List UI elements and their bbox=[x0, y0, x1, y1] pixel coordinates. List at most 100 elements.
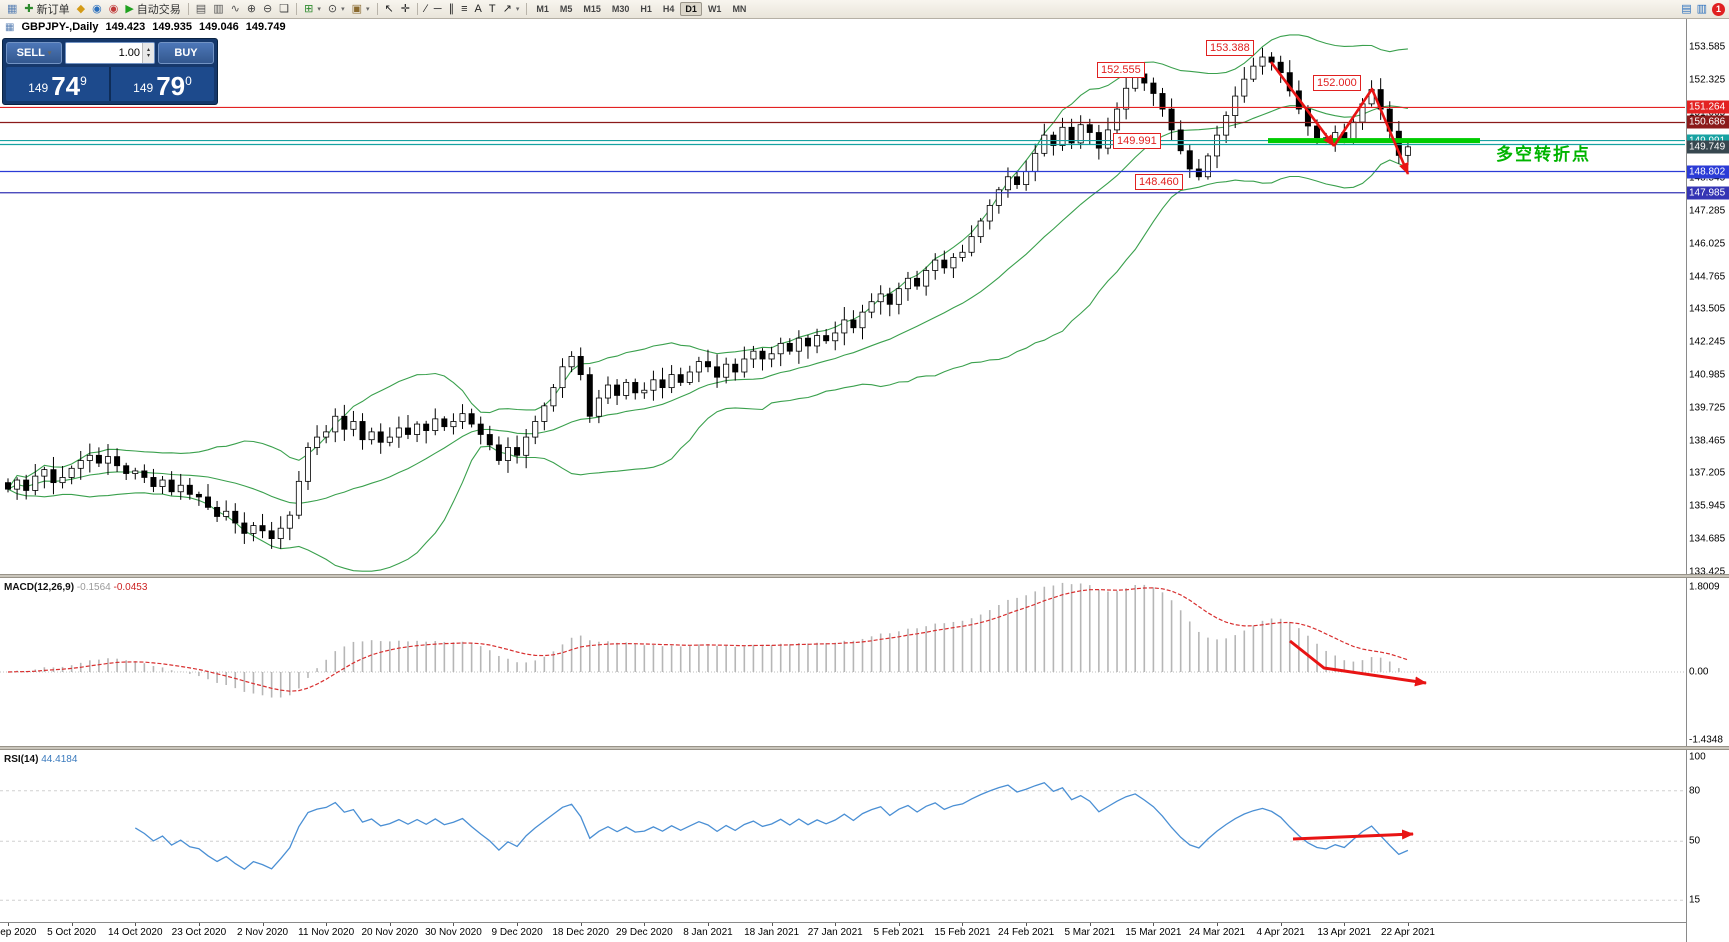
arrows-icon[interactable]: ↗ ▾ bbox=[500, 1, 523, 17]
label-icon: T bbox=[488, 2, 496, 15]
marketwatch-icon[interactable]: ◉ bbox=[89, 1, 105, 17]
rsi-tick: 15 bbox=[1689, 894, 1701, 906]
strategy-tester-icon[interactable]: ▥ bbox=[1696, 2, 1707, 15]
stepper-down-icon[interactable]: ▾ bbox=[146, 53, 150, 59]
price-annotation: 149.991 bbox=[1113, 133, 1161, 149]
timeframe-h1[interactable]: H1 bbox=[640, 4, 652, 14]
volume-stepper[interactable]: ▴ ▾ bbox=[142, 43, 154, 63]
new-order-button: ✚ bbox=[24, 2, 34, 15]
buy-price[interactable]: 149 79 0 bbox=[111, 67, 214, 101]
chevron-down-icon: ▾ bbox=[317, 6, 321, 13]
price-divider bbox=[109, 67, 111, 101]
timeframe-m15[interactable]: M15 bbox=[583, 4, 601, 14]
crosshair-icon[interactable]: ✛ bbox=[398, 1, 413, 17]
date-label: 23 Oct 2020 bbox=[171, 927, 227, 938]
timeframe-mn[interactable]: MN bbox=[732, 4, 747, 14]
date-label: 9 Dec 2020 bbox=[491, 927, 543, 938]
buy-price-prefix: 149 bbox=[133, 81, 154, 95]
date-label: 30 Nov 2020 bbox=[425, 927, 482, 938]
pane-separator[interactable] bbox=[0, 574, 1729, 578]
chart-window-icon[interactable]: ▦ bbox=[4, 1, 20, 17]
symbol-period-label: GBPJPY-,Daily bbox=[21, 21, 99, 33]
price-scale[interactable]: 153.585152.325151.065149.805148.545147.2… bbox=[1686, 18, 1729, 942]
buy-price-point: 0 bbox=[185, 74, 192, 88]
volume-field[interactable] bbox=[66, 43, 142, 63]
date-tickmark bbox=[1344, 923, 1346, 926]
zoom-in-icon[interactable]: ⊕ bbox=[244, 1, 259, 17]
chart-window-icon: ▦ bbox=[7, 2, 18, 15]
price-tick: 148.545 bbox=[1689, 172, 1726, 184]
date-tickmark bbox=[644, 923, 646, 926]
date-tickmark bbox=[453, 923, 455, 926]
date-tickmark bbox=[135, 923, 137, 926]
date-label: 29 Dec 2020 bbox=[615, 927, 673, 938]
date-label: 15 Mar 2021 bbox=[1125, 927, 1182, 938]
buy-button[interactable]: BUY bbox=[158, 42, 214, 64]
sell-price-pips: 74 bbox=[51, 71, 81, 101]
timeframe-d1[interactable]: D1 bbox=[680, 2, 702, 16]
date-label: 27 Jan 2021 bbox=[807, 927, 863, 938]
timeframe-m5[interactable]: M5 bbox=[559, 4, 573, 14]
volume-input[interactable]: ▴ ▾ bbox=[65, 42, 155, 64]
toolbar: ▦ ✚ 新订单 ◆ ◉ ◉ ▶ 自动交易 ▤ ▥ ∿ ⊕ ⊖ ❏ ⊞ ▾ ⊙ ▾ ▣ ▾ ↖ ✛ ∕ ─ ∥ ≡ A T ↗ ▾ M1 M5 M… bbox=[0, 0, 1729, 19]
expert-advisors-icon[interactable]: ◆ bbox=[74, 1, 88, 17]
navigator-icon[interactable]: ◉ bbox=[106, 1, 122, 17]
channel-icon[interactable]: ∥ bbox=[446, 1, 458, 17]
zoom-in-icon: ⊕ bbox=[246, 2, 257, 15]
date-label: 24 Feb 2021 bbox=[998, 927, 1055, 938]
timeframe-h4[interactable]: H4 bbox=[662, 4, 675, 14]
sell-price[interactable]: 149 74 9 bbox=[6, 67, 109, 101]
timeframe-m30[interactable]: M30 bbox=[611, 4, 630, 14]
price-tick: 138.465 bbox=[1689, 435, 1726, 447]
text-icon[interactable]: A bbox=[472, 1, 485, 17]
notification-badge[interactable]: 1 bbox=[1712, 2, 1725, 16]
auto-trading-button[interactable]: ▶ 自动交易 bbox=[122, 1, 183, 17]
trendline-icon[interactable]: ∕ bbox=[422, 1, 430, 17]
date-label: 5 Mar 2021 bbox=[1064, 927, 1116, 938]
horizontal-line-icon: ─ bbox=[433, 2, 442, 15]
bar-chart-icon[interactable]: ▤ bbox=[193, 1, 209, 17]
toolbar-separator bbox=[416, 3, 418, 15]
sell-price-prefix: 149 bbox=[28, 81, 49, 95]
date-label: 2 Nov 2020 bbox=[236, 927, 289, 938]
periods-icon[interactable]: ⊙ ▾ bbox=[325, 1, 348, 17]
low-value: 149.046 bbox=[199, 21, 239, 33]
horizontal-line-icon[interactable]: ─ bbox=[431, 1, 445, 17]
tile-windows-icon[interactable]: ❏ bbox=[276, 1, 292, 17]
toolbar-separator bbox=[296, 3, 298, 15]
date-tickmark bbox=[326, 923, 328, 926]
data-window-icon[interactable]: ▤ bbox=[1681, 2, 1692, 15]
date-label: 8 Jan 2021 bbox=[683, 927, 733, 938]
cursor-icon[interactable]: ↖ bbox=[382, 1, 397, 17]
time-axis[interactable]: 25 Sep 2020 5 Oct 2020 14 Oct 2020 23 Oct 2… bbox=[0, 922, 1686, 942]
stepper-up-icon[interactable]: ▴ bbox=[146, 47, 150, 53]
templates-icon[interactable]: ▣ ▾ bbox=[349, 1, 373, 17]
date-tickmark bbox=[517, 923, 519, 926]
line-chart-icon[interactable]: ∿ bbox=[228, 1, 243, 17]
price-annotation: 153.388 bbox=[1206, 40, 1254, 56]
toolbar-separator bbox=[187, 3, 189, 15]
price-annotation: 148.460 bbox=[1135, 174, 1183, 190]
timeframe-w1[interactable]: W1 bbox=[707, 4, 722, 14]
label-icon[interactable]: T bbox=[486, 1, 499, 17]
chevron-down-icon: ▾ bbox=[341, 6, 345, 13]
date-label: 25 Sep 2020 bbox=[0, 927, 37, 938]
price-annotation: 152.555 bbox=[1097, 62, 1145, 78]
fibonacci-icon[interactable]: ≡ bbox=[458, 1, 470, 17]
zoom-out-icon[interactable]: ⊖ bbox=[260, 1, 275, 17]
indicators-icon[interactable]: ⊞ ▾ bbox=[301, 1, 324, 17]
timeframe-m1[interactable]: M1 bbox=[536, 4, 549, 14]
new-order-button[interactable]: ✚ 新订单 bbox=[21, 1, 72, 17]
date-tickmark bbox=[580, 923, 582, 926]
date-label: 5 Feb 2021 bbox=[873, 927, 925, 938]
date-tickmark bbox=[1280, 923, 1282, 926]
periods-icon: ⊙ bbox=[327, 2, 338, 15]
sell-price-point: 9 bbox=[80, 74, 87, 88]
date-tickmark bbox=[1089, 923, 1091, 926]
candlestick-chart-icon[interactable]: ▥ bbox=[210, 1, 226, 17]
date-tickmark bbox=[8, 923, 9, 926]
pane-separator[interactable] bbox=[0, 746, 1729, 750]
sell-button[interactable]: SELL ▾ bbox=[6, 42, 62, 64]
